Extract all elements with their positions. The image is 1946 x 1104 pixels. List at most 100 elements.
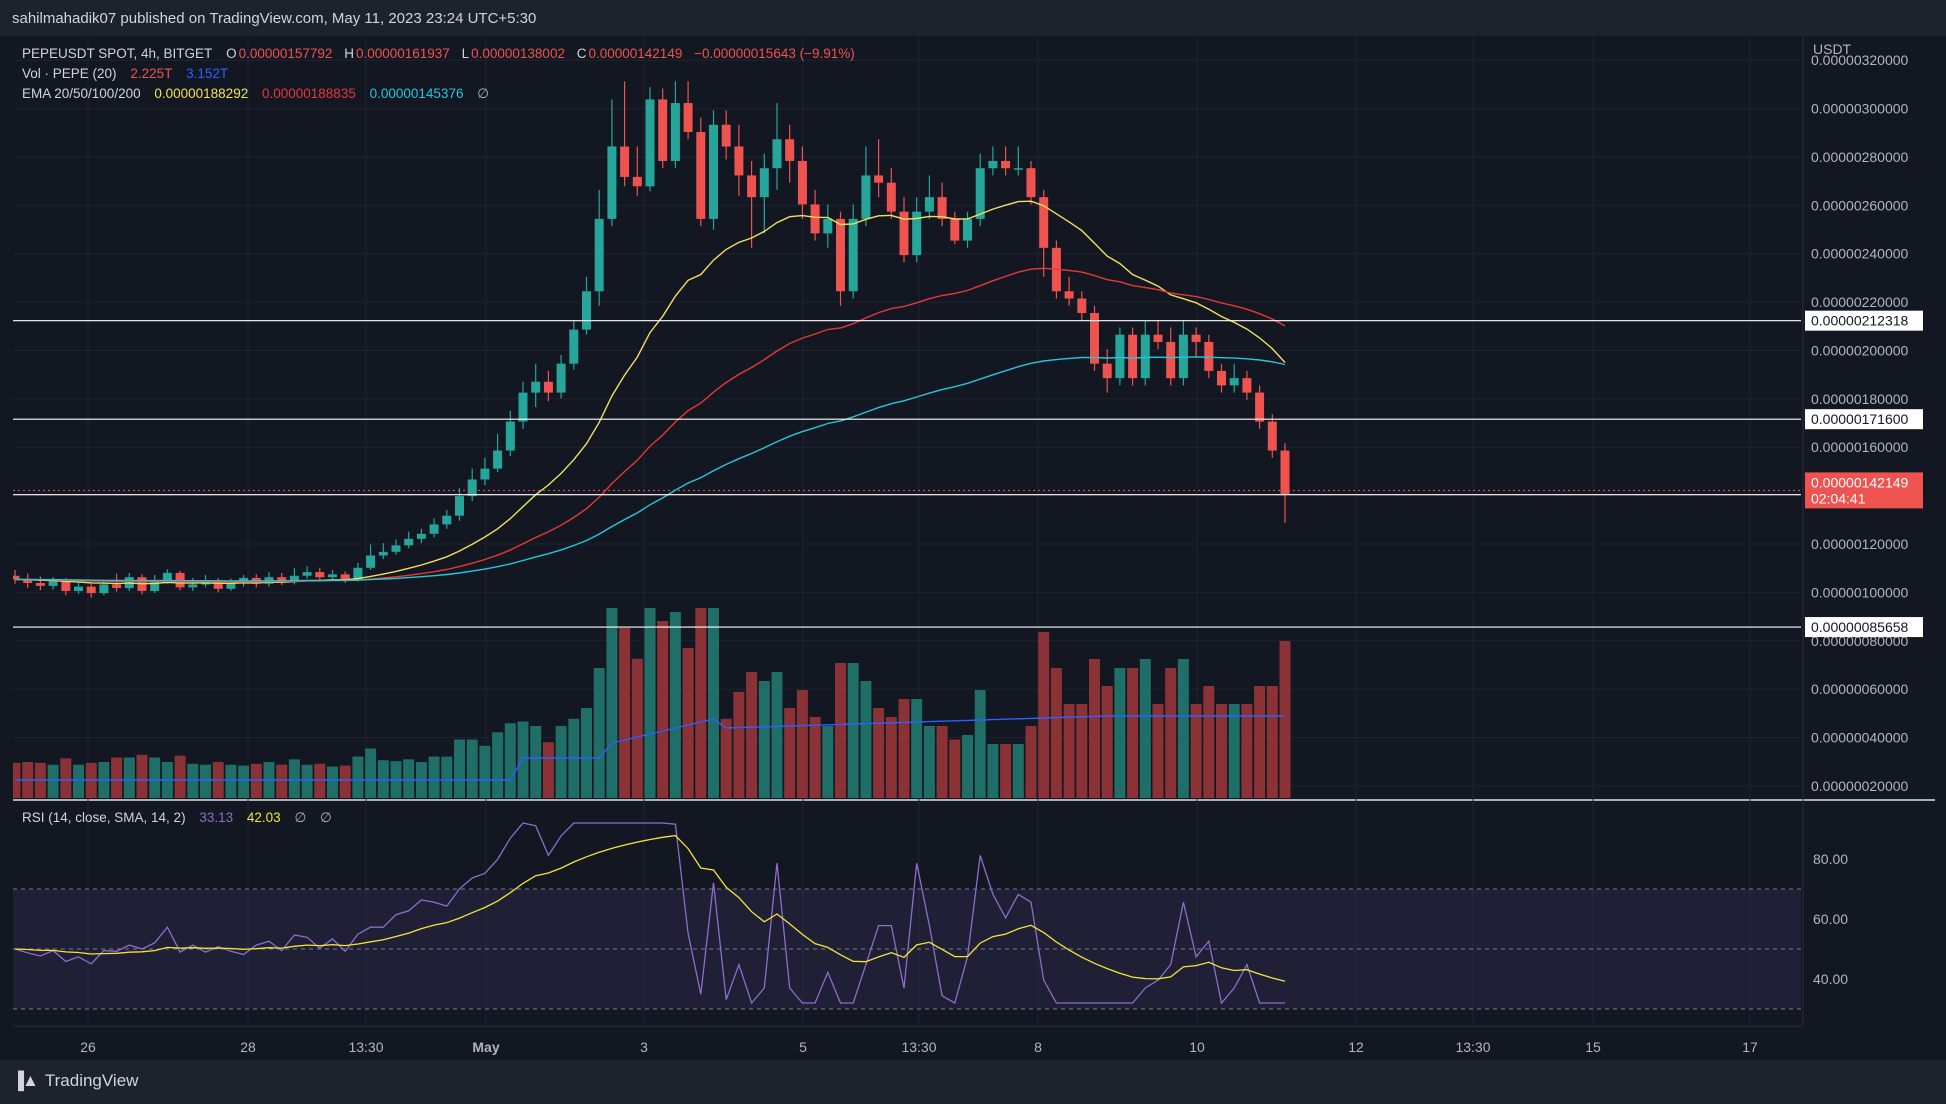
volume-bar <box>276 764 288 798</box>
candle <box>86 583 96 598</box>
candle-body <box>328 574 337 578</box>
candle <box>937 182 947 227</box>
candle-body <box>378 551 388 556</box>
volume-legend: Vol · PEPE (20) 2.225T 3.152T <box>22 66 230 81</box>
candle <box>429 518 439 538</box>
volume-bar <box>73 764 84 798</box>
price-tick-label: 0.00000260000 <box>1811 197 1909 213</box>
level-label: 0.00000171600 <box>1811 411 1909 427</box>
candle-body <box>404 538 414 546</box>
candle <box>1191 327 1201 357</box>
candle <box>1178 320 1188 386</box>
candle <box>1115 327 1125 386</box>
candle <box>594 189 604 306</box>
candle-body <box>277 577 287 582</box>
volume-bar <box>1266 686 1278 798</box>
volume-bar <box>1127 668 1139 798</box>
publish-header: sahilmahadik07 published on TradingView.… <box>0 0 1946 36</box>
candle-body <box>543 381 553 393</box>
time-tick-label: 13:30 <box>1455 1039 1490 1055</box>
rsi-value: 33.13 <box>199 810 234 825</box>
candle-body <box>340 574 350 580</box>
candle <box>1255 385 1265 429</box>
volume-bar <box>974 690 986 798</box>
time-tick-label: 13:30 <box>901 1039 936 1055</box>
candle-body <box>302 572 312 576</box>
candle-body <box>1090 312 1099 364</box>
candle <box>1217 363 1226 393</box>
tradingview-brand: TradingView <box>44 1071 139 1090</box>
volume-bar <box>758 681 770 798</box>
volume-bar <box>606 608 618 798</box>
volume-bar <box>1165 668 1177 798</box>
candle-body <box>658 99 668 161</box>
volume-bar <box>669 612 681 798</box>
candle-body <box>950 218 960 241</box>
last-price-box <box>1805 472 1923 509</box>
volume-bar <box>403 759 415 798</box>
candle-body <box>35 583 45 586</box>
candle-body <box>416 533 426 539</box>
candle <box>607 99 617 227</box>
rsi-line <box>14 822 1285 1005</box>
candle-body <box>518 392 528 422</box>
candle-body <box>874 175 884 183</box>
chart-svg[interactable]: 0.00000320000 0.00000300000 0.00000280000 0… <box>9 36 1935 1060</box>
price-tick-label: 0.00000020000 <box>1811 778 1909 794</box>
candle-body <box>188 584 198 588</box>
candle <box>1064 276 1074 306</box>
volume-label: Vol · PEPE (20) <box>22 66 117 81</box>
candle-body <box>1026 168 1036 198</box>
price-tick-label: 0.00000220000 <box>1811 294 1909 310</box>
candle-body <box>61 580 71 591</box>
price-tick-label: 0.00000120000 <box>1811 536 1909 552</box>
volume-bar <box>377 760 389 798</box>
candle-body <box>1191 334 1201 342</box>
candle <box>1204 334 1214 379</box>
candle <box>1026 160 1036 205</box>
candle <box>1166 327 1176 386</box>
candle <box>734 124 744 196</box>
candle <box>696 117 706 227</box>
chart-frame: 0.00000320000 0.00000300000 0.00000280000 0… <box>9 36 1935 1060</box>
candle-body <box>1013 168 1023 170</box>
candle <box>1153 320 1163 350</box>
candle-body <box>10 575 20 580</box>
candle <box>404 531 414 549</box>
volume-bar <box>911 699 923 798</box>
candle-body <box>607 146 617 219</box>
candle <box>747 160 757 248</box>
volume-bar <box>657 621 669 798</box>
ema20-line <box>14 200 1286 585</box>
candle <box>416 528 426 544</box>
candle <box>963 211 972 248</box>
volume-bar <box>1076 704 1088 798</box>
candle <box>1077 291 1087 321</box>
candle <box>582 276 591 335</box>
candle <box>924 175 934 219</box>
volume-bar <box>187 763 199 798</box>
candle <box>950 211 960 245</box>
candle <box>378 543 388 560</box>
price-tick-label: 0.00000160000 <box>1811 439 1909 455</box>
candle-body <box>1204 341 1214 371</box>
volume-bar <box>771 672 783 798</box>
volume-bar <box>682 648 694 798</box>
close-label: C <box>576 46 587 61</box>
candle-body <box>988 160 998 169</box>
price-grid <box>13 59 1801 787</box>
candle-body <box>1102 363 1112 379</box>
tradingview-logo[interactable]: ▐▲ TradingView <box>12 1071 138 1091</box>
candle-body <box>569 329 579 364</box>
candle-body <box>353 567 363 580</box>
candle-body <box>112 584 122 589</box>
candle <box>10 569 20 584</box>
candle-body <box>150 580 160 591</box>
volume-bar <box>987 744 999 798</box>
volume-bar <box>1038 632 1050 798</box>
volume-bar <box>149 757 161 798</box>
candle <box>1229 363 1239 393</box>
volume-bar <box>1050 668 1062 798</box>
volume-bar <box>860 681 872 798</box>
candle <box>620 81 630 187</box>
